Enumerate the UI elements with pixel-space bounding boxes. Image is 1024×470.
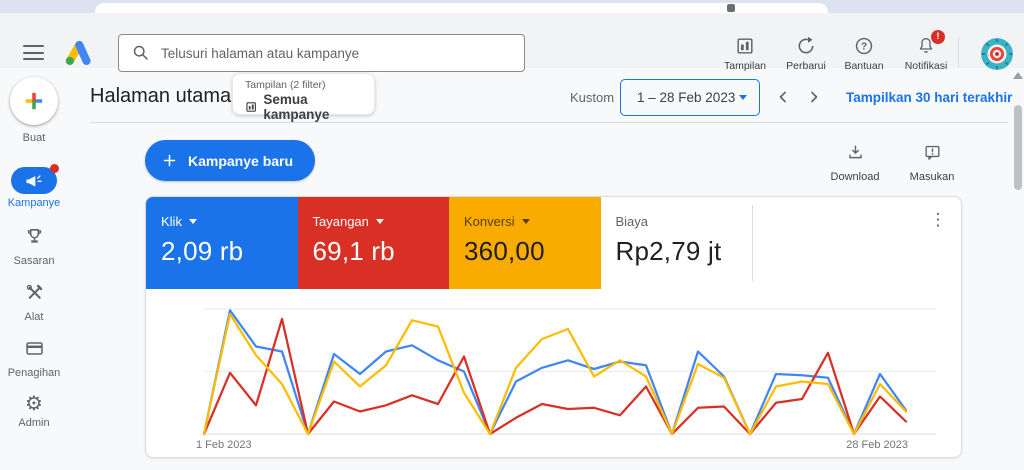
campaigns-alert-dot xyxy=(50,164,59,173)
more-options-button[interactable]: ⋮ xyxy=(929,210,947,230)
filter-chip-value: Semua kampanye xyxy=(263,92,330,122)
header-divider xyxy=(90,122,1008,123)
date-range-value: 1 – 28 Feb 2023 xyxy=(637,90,736,105)
new-campaign-button[interactable]: Kampanye baru xyxy=(145,140,316,181)
campaigns-active-pill xyxy=(11,164,59,194)
scorecard-conversions-value: 360,00 xyxy=(464,236,545,266)
refresh-label: Perbarui xyxy=(786,60,826,72)
multicolor-plus-icon xyxy=(25,92,43,110)
views-button[interactable]: Tampilan xyxy=(716,35,774,73)
scorecard-cost[interactable]: Biaya Rp2,79 jt xyxy=(601,197,753,289)
scorecard-cost-value: Rp2,79 jt xyxy=(615,236,722,266)
browser-address-bar[interactable] xyxy=(95,3,828,13)
notifications-label: Notifikasi xyxy=(904,60,948,72)
google-ads-logo-icon[interactable] xyxy=(64,40,91,67)
gear-icon: ⚙ xyxy=(25,391,43,415)
show-last-30-days-link[interactable]: Tampilkan 30 hari terakhir xyxy=(846,90,1013,105)
topbar-divider xyxy=(958,38,959,68)
sidebar-item-campaigns[interactable]: Kampanye xyxy=(0,164,68,209)
notifications-button[interactable]: ! Notifikasi xyxy=(897,30,955,73)
scorecard-clicks[interactable]: Klik 2,09 rb xyxy=(146,197,298,289)
chevron-down-icon xyxy=(739,95,747,100)
notification-badge: ! xyxy=(931,30,945,44)
top-app-bar: Telusuri halaman atau kampanye Tampilan … xyxy=(0,13,1024,72)
help-label: Bantuan xyxy=(844,60,884,72)
feedback-icon xyxy=(924,145,940,160)
views-label: Tampilan xyxy=(723,60,767,72)
date-mode-label: Kustom xyxy=(570,90,615,105)
create-button[interactable] xyxy=(10,77,58,125)
scorecard-impressions-label: Tayangan xyxy=(312,214,369,229)
sidebar-item-create-label: Buat xyxy=(22,132,46,144)
columns-icon xyxy=(246,102,256,112)
download-button[interactable]: Download xyxy=(822,143,888,183)
sidebar-item-billing[interactable]: Penagihan xyxy=(0,338,68,379)
bell-icon: ! xyxy=(897,30,955,57)
chevron-down-icon xyxy=(188,219,197,224)
sidebar-item-admin[interactable]: ⚙ Admin xyxy=(0,392,68,429)
refresh-icon xyxy=(777,35,835,57)
x-axis-start-label: 1 Feb 2023 xyxy=(196,439,252,451)
new-campaign-label: Kampanye baru xyxy=(188,152,294,169)
search-placeholder: Telusuri halaman atau kampanye xyxy=(161,45,360,61)
x-axis-end-label: 28 Feb 2023 xyxy=(846,439,908,451)
feedback-label: Masukan xyxy=(909,171,955,183)
account-avatar[interactable] xyxy=(981,38,1013,70)
overview-chart-card: Klik 2,09 rb Tayangan 69,1 rb Konversi 3… xyxy=(145,196,962,458)
credit-card-icon xyxy=(25,342,43,355)
chevron-down-icon xyxy=(375,219,384,224)
search-input[interactable]: Telusuri halaman atau kampanye xyxy=(118,34,525,72)
filter-chip-caption: Tampilan (2 filter) xyxy=(245,79,326,91)
next-period-button[interactable] xyxy=(801,84,827,110)
search-icon xyxy=(133,45,148,60)
sidebar-item-goals[interactable]: Sasaran xyxy=(0,226,68,267)
scrollbar-up-arrow[interactable] xyxy=(1013,72,1023,79)
columns-icon xyxy=(716,35,774,57)
scorecard-clicks-label: Klik xyxy=(161,214,182,229)
menu-icon[interactable] xyxy=(23,45,44,60)
trophy-icon xyxy=(27,229,41,243)
plus-icon xyxy=(163,154,176,167)
browser-extension-icon[interactable] xyxy=(727,4,735,12)
chevron-down-icon xyxy=(521,219,530,224)
sidebar-item-tools[interactable]: Alat xyxy=(0,282,68,323)
performance-line-chart[interactable]: 1 Feb 2023 28 Feb 2023 xyxy=(146,289,962,458)
scorecard-clicks-value: 2,09 rb xyxy=(161,236,244,266)
help-button[interactable]: ? Bantuan xyxy=(835,35,893,73)
svg-text:?: ? xyxy=(861,42,867,53)
megaphone-icon xyxy=(26,174,42,186)
scorecard-conversions[interactable]: Konversi 360,00 xyxy=(449,197,601,289)
chevron-left-icon xyxy=(779,91,786,103)
vertical-scrollbar[interactable] xyxy=(1014,105,1022,190)
scorecard-impressions-value: 69,1 rb xyxy=(312,236,395,266)
previous-period-button[interactable] xyxy=(770,84,796,110)
page-title: Halaman utama xyxy=(90,85,232,107)
scorecard-conversions-label: Konversi xyxy=(464,214,515,229)
download-label: Download xyxy=(830,171,880,183)
browser-chrome-strip xyxy=(0,0,1024,13)
refresh-button[interactable]: Perbarui xyxy=(777,35,835,73)
date-range-picker[interactable]: 1 – 28 Feb 2023 xyxy=(620,79,760,116)
line-series-konversi xyxy=(202,312,908,436)
download-icon xyxy=(848,145,862,159)
scorecard-impressions[interactable]: Tayangan 69,1 rb xyxy=(297,197,449,289)
tools-icon xyxy=(26,284,42,299)
scorecard-cost-label: Biaya xyxy=(615,214,649,229)
card-divider xyxy=(752,205,753,281)
chevron-right-icon xyxy=(811,91,818,103)
line-series-tayangan xyxy=(202,317,908,436)
line-series-klik xyxy=(202,309,908,436)
feedback-button[interactable]: Masukan xyxy=(901,143,963,183)
filter-chip[interactable]: Tampilan (2 filter) Semua kampanye xyxy=(232,73,375,122)
help-icon: ? xyxy=(835,35,893,57)
